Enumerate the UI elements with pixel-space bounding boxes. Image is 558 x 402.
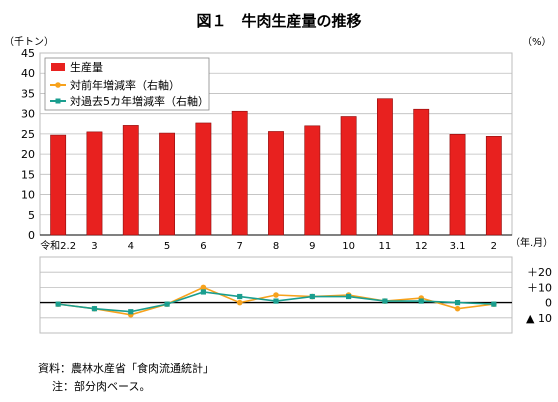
legend-5yr-marker [55, 98, 61, 104]
five-year-point [309, 293, 315, 300]
footnote: 注：部分肉ベース。 [52, 379, 150, 393]
five-year-point [273, 298, 279, 304]
right-tick-label: ＋10 [527, 281, 552, 294]
five-year-point [491, 301, 497, 307]
yoy-point [273, 292, 279, 298]
legend-label-yoy: 対前年増減率（右軸） [70, 78, 180, 92]
rate-plot-area [39, 256, 513, 334]
five-year-point [382, 298, 388, 304]
bar [376, 98, 393, 236]
legend-bar-swatch [51, 63, 65, 71]
bar [449, 133, 466, 236]
y-tick-label: 5 [28, 209, 35, 222]
x-tick-label: 8 [273, 241, 279, 252]
x-tick-label: 6 [200, 241, 206, 252]
five-year-point [91, 306, 98, 312]
right-tick-label: ▲ 10 [526, 312, 552, 325]
y-tick-label: 15 [21, 168, 35, 181]
y-tick-label: 45 [21, 47, 35, 60]
y-tick-label: 35 [21, 87, 35, 100]
bar [86, 131, 103, 236]
x-tick-label: 2 [491, 241, 497, 252]
yoy-point [236, 299, 243, 306]
bar [268, 131, 284, 236]
gridlines [40, 72, 512, 319]
y-tick-label: 10 [21, 189, 35, 202]
x-tick-label: 令和2.2 [40, 239, 76, 252]
source-note: 資料：農林水産省「食肉流通統計」 [38, 361, 214, 375]
five-year-point [200, 289, 206, 295]
bar [304, 125, 321, 236]
x-tick-label: 3.1 [450, 241, 466, 252]
x-tick-label: 11 [379, 241, 392, 252]
bar [122, 125, 139, 236]
right-axis-ticks: ＋20 ＋10 0 ▲ 10 [526, 266, 552, 325]
bar [340, 116, 357, 236]
x-tick-label: 7 [237, 241, 243, 252]
x-tick-label: 12 [415, 241, 428, 252]
bar [50, 134, 67, 236]
five-year-point [164, 301, 170, 307]
x-tick-label: 4 [128, 241, 134, 252]
five-year-point [128, 309, 134, 315]
legend-label-5yr: 対過去5カ年増減率（右軸） [70, 94, 209, 108]
right-tick-label: ＋20 [527, 266, 552, 279]
five-year-point [454, 300, 461, 306]
right-tick-label: 0 [545, 297, 552, 310]
bar-series [50, 98, 502, 236]
legend-label-production: 生産量 [70, 60, 103, 74]
bar [195, 122, 212, 236]
y-tick-label: 20 [21, 148, 35, 161]
five-year-point [346, 293, 352, 300]
left-axis-unit: （千トン） [4, 36, 54, 48]
right-axis-unit: （%） [522, 36, 552, 48]
y-tick-label: 30 [21, 108, 35, 121]
five-year-point [418, 298, 424, 304]
legend-yoy-marker [55, 82, 61, 88]
x-tick-label: 10 [342, 241, 355, 252]
y-tick-label: 25 [21, 128, 35, 141]
five-year-point [237, 293, 243, 300]
left-axis-ticks: 0 5 10 15 20 25 30 35 40 45 [21, 47, 35, 242]
y-tick-label: 40 [21, 67, 35, 80]
y-tick-label: 0 [28, 229, 35, 242]
chart-title: 図１ 牛肉生産量の推移 [196, 12, 361, 30]
x-tick-label: 9 [309, 241, 315, 252]
x-axis-unit: （年.月） [510, 236, 553, 249]
bar [231, 110, 248, 236]
bar [413, 108, 430, 236]
bar [485, 136, 502, 236]
yoy-point [200, 284, 207, 291]
five-year-point [55, 301, 61, 307]
legend-box [44, 57, 210, 111]
yoy-point [454, 305, 461, 312]
x-axis-ticks: 令和2.2 3 4 5 6 7 8 9 10 11 12 3.1 2 [40, 239, 497, 252]
x-tick-label: 3 [91, 241, 97, 252]
bar [159, 132, 176, 236]
x-tick-label: 5 [164, 241, 170, 252]
rate-series [55, 284, 497, 318]
legend: 生産量 対前年増減率（右軸） 対過去5カ年増減率（右軸） [44, 57, 210, 111]
